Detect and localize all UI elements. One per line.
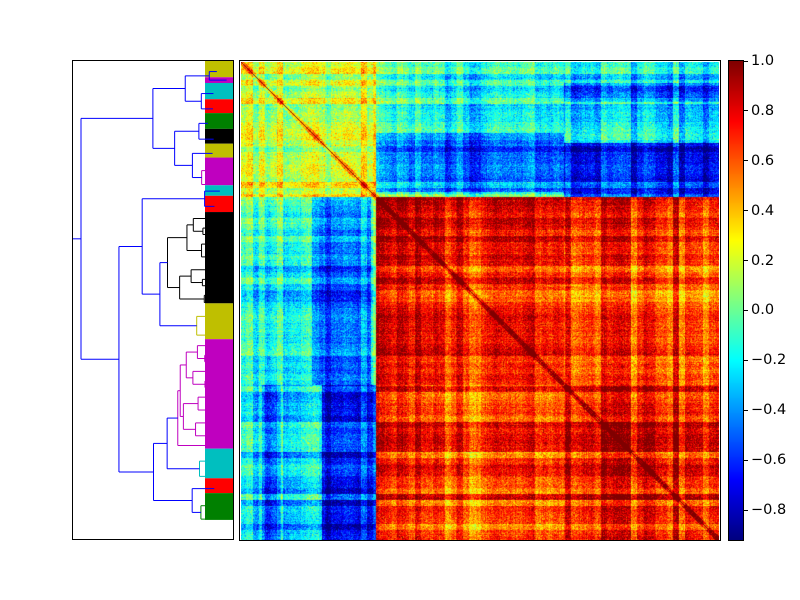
colorbar-tick: −0.4: [744, 402, 800, 418]
colorbar-tick-label: −0.4: [751, 402, 787, 419]
dendrogram-leaf-cluster: [205, 113, 233, 129]
colorbar-tick-mark: [744, 359, 748, 361]
colorbar-tick-label: 0.0: [751, 302, 775, 319]
colorbar-tick-mark: [744, 110, 748, 112]
dendrogram-leaf-cluster: [205, 185, 233, 196]
dendrogram-leaf-cluster: [205, 143, 233, 158]
colorbar-tick-label: 0.4: [751, 202, 775, 219]
dendrogram-leaf-cluster: [205, 195, 233, 213]
dendrogram-leaf-cluster: [205, 61, 233, 78]
dendrogram-leaf-cluster: [205, 478, 233, 494]
colorbar-tick-label: −0.6: [751, 452, 787, 469]
colorbar-tick-mark: [744, 309, 748, 311]
colorbar: [728, 60, 744, 541]
dendrogram-panel: [72, 60, 234, 540]
dendrogram-leaf-cluster: [205, 339, 233, 449]
heatmap-panel: [239, 60, 721, 541]
dendrogram-leaf-cluster: [205, 212, 233, 304]
colorbar-tick-mark: [744, 260, 748, 262]
dendrogram-leaf-cluster: [205, 157, 233, 186]
colorbar-tick: 1.0: [744, 53, 800, 69]
colorbar-tick: −0.2: [744, 352, 800, 368]
colorbar-tick-label: −0.2: [751, 352, 787, 369]
colorbar-tick-mark: [744, 459, 748, 461]
colorbar-gradient: [729, 61, 743, 540]
colorbar-tick: 0.2: [744, 253, 800, 269]
colorbar-tick: 0.4: [744, 203, 800, 219]
colorbar-tick: 0.8: [744, 103, 800, 119]
correlation-heatmap: [241, 62, 719, 540]
colorbar-tick-label: 0.8: [751, 102, 775, 119]
colorbar-tick: 0.0: [744, 302, 800, 318]
colorbar-tick-mark: [744, 409, 748, 411]
dendrogram-leaf-cluster: [205, 448, 233, 479]
dendrogram-leaf-cluster: [205, 493, 233, 520]
colorbar-tick-mark: [744, 210, 748, 212]
colorbar-tick: −0.6: [744, 452, 800, 468]
colorbar-tick-label: 1.0: [751, 53, 775, 69]
colorbar-tick: 0.6: [744, 153, 800, 169]
dendrogram-leaf-cluster: [205, 99, 233, 114]
colorbar-tick-mark: [744, 60, 748, 62]
colorbar-tick-label: 0.6: [751, 152, 775, 169]
colorbar-axis: 1.0 0.8 0.6 0.4 0.2 0.0 −0.2 −0.4 −0.6 −0.8: [744, 53, 800, 541]
dendrogram: [73, 61, 233, 520]
colorbar-tick-label: −0.8: [751, 502, 787, 519]
dendrogram-leaf-cluster: [205, 128, 233, 144]
colorbar-tick: −0.8: [744, 502, 800, 518]
colorbar-tick-mark: [744, 509, 748, 511]
colorbar-tick-mark: [744, 160, 748, 162]
colorbar-tick-label: 0.2: [751, 252, 775, 269]
dendrogram-leaf-cluster: [205, 82, 233, 100]
dendrogram-leaf-cluster: [205, 303, 233, 340]
